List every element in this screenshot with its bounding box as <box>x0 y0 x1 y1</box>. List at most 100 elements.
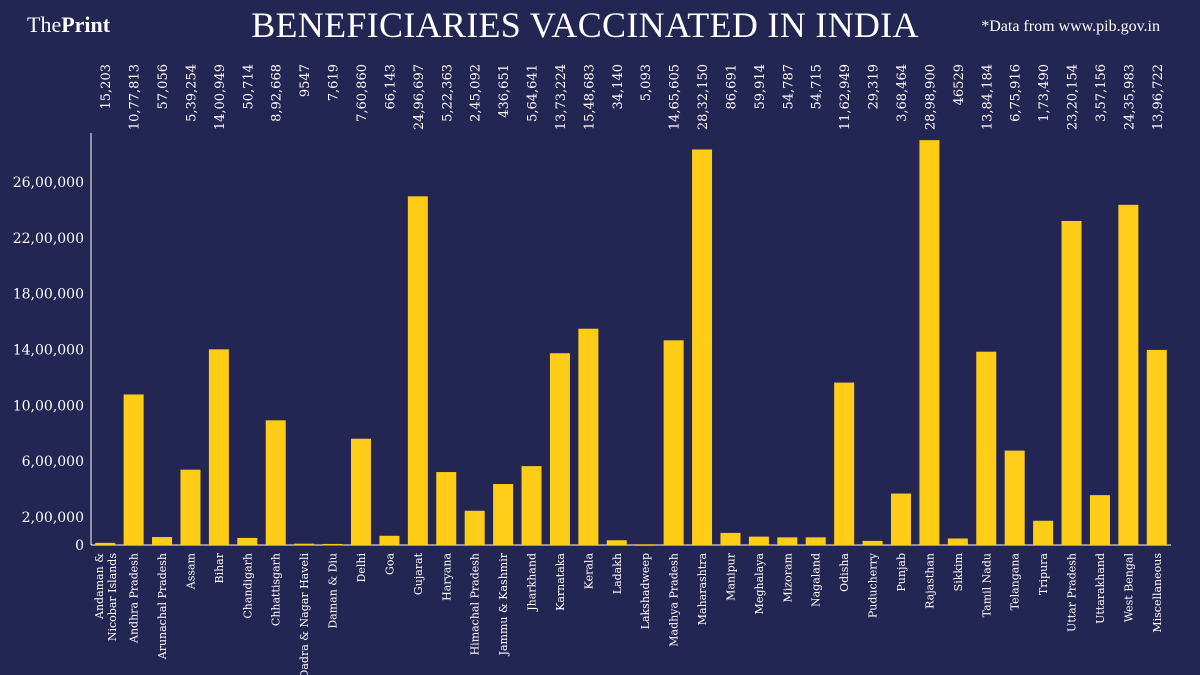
data-label: 46529 <box>952 64 967 105</box>
bar <box>265 420 286 545</box>
bar <box>692 149 713 546</box>
brand-logo: ThePrint <box>27 12 110 38</box>
brand-the: The <box>27 12 62 37</box>
data-label: 54,715 <box>810 64 825 110</box>
data-label: 5,39,254 <box>184 64 199 122</box>
bar <box>180 469 201 545</box>
x-tick-label: Mizoram <box>781 552 794 602</box>
x-tick-label: Assam <box>184 552 197 590</box>
data-label: 14,65,605 <box>668 64 683 130</box>
data-label: 28,98,900 <box>923 64 938 130</box>
data-label: 5,64,641 <box>526 64 541 122</box>
x-tick-label: Kerala <box>582 553 595 590</box>
bar <box>1033 520 1054 545</box>
chart-title: BENEFICIARIES VACCINATED IN INDIA <box>251 5 919 45</box>
data-label: 9547 <box>298 64 313 97</box>
x-tick-label: Uttarakhand <box>1094 553 1107 624</box>
x-tick-label: Chandigarh <box>241 553 254 619</box>
y-tick-label: 10,00,000 <box>13 398 84 414</box>
x-tick-label: Andhra Pradesh <box>128 553 141 644</box>
bar <box>95 542 116 545</box>
data-label: 7,619 <box>327 64 342 101</box>
bar <box>919 140 940 545</box>
x-tick-label: Tripura <box>1037 553 1050 595</box>
data-label: 34,140 <box>611 64 626 110</box>
bar <box>862 540 883 545</box>
bar <box>351 438 371 545</box>
x-tick-label: Arunachal Pradesh <box>156 553 169 660</box>
data-label: 86,691 <box>724 64 739 110</box>
x-tick-label: Goa <box>383 553 396 575</box>
data-label: 57,056 <box>156 64 171 110</box>
x-tick-label: Gujarat <box>412 552 425 595</box>
data-label: 10,77,813 <box>128 64 143 130</box>
bar <box>1146 349 1167 545</box>
x-tick-label: Lakshadweep <box>639 553 652 629</box>
data-label: 66,143 <box>383 64 398 110</box>
data-label: 13,96,722 <box>1151 64 1166 130</box>
data-label: 3,57,156 <box>1094 64 1109 122</box>
bar <box>549 353 570 545</box>
x-tick-label: Ladakh <box>611 553 624 594</box>
data-label: 8,92,668 <box>270 64 285 122</box>
x-tick-label: Tamil Nadu <box>980 553 993 617</box>
data-label: 2,45,092 <box>469 64 484 122</box>
source-note: *Data from www.pib.gov.in <box>981 18 1160 35</box>
bar <box>635 544 656 546</box>
bar <box>720 532 741 545</box>
data-label: 11,62,949 <box>838 64 853 130</box>
y-tick-label: 0 <box>75 538 84 554</box>
x-tick-label: Chhattisgarh <box>270 553 283 626</box>
bar <box>407 196 428 545</box>
x-tick-label: Miscellaneous <box>1151 553 1164 633</box>
data-label: 54,787 <box>781 64 796 110</box>
data-label: 13,84,184 <box>980 64 995 130</box>
x-tick-label: West Bengal <box>1122 553 1135 623</box>
bar <box>578 328 599 545</box>
bar <box>521 466 542 545</box>
x-tick-label: Meghalaya <box>753 553 766 615</box>
bar <box>1004 450 1025 545</box>
x-tick-label: Karnataka <box>554 553 567 611</box>
data-label: 24,35,983 <box>1122 64 1137 130</box>
y-tick-label: 26,00,000 <box>13 175 84 191</box>
bar <box>777 537 798 545</box>
y-tick-label: 22,00,000 <box>13 231 84 247</box>
data-label: 5,22,363 <box>440 64 455 122</box>
data-label: 28,32,150 <box>696 64 711 130</box>
x-tick-label: Uttar Pradesh <box>1066 553 1079 632</box>
bar <box>663 340 684 545</box>
x-tick-label: Puducherry <box>867 552 880 618</box>
data-label: 6,75,916 <box>1009 64 1024 122</box>
x-tick-label: Delhi <box>355 553 368 583</box>
bar <box>294 543 315 546</box>
y-tick-label: 14,00,000 <box>13 342 84 358</box>
bar <box>834 382 855 545</box>
bar <box>379 535 400 545</box>
x-tick-label: Himachal Pradesh <box>469 553 482 655</box>
x-tick-label: Andaman & <box>93 553 106 620</box>
data-label: 13,73,224 <box>554 64 569 130</box>
data-label: 5,093 <box>639 64 654 101</box>
x-tick-label: Bihar <box>213 552 226 583</box>
x-tick-label: Nagaland <box>810 553 823 607</box>
data-label: 23,20,154 <box>1066 64 1081 130</box>
data-label: 7,60,860 <box>355 64 370 122</box>
y-tick-label: 2,00,000 <box>22 510 84 526</box>
bar <box>436 472 457 545</box>
data-label: 24,96,697 <box>412 64 427 130</box>
x-tick-label: Maharashtra <box>696 553 709 626</box>
bar <box>152 537 173 545</box>
bar <box>1061 220 1082 545</box>
x-tick-label: Nicobar Islands <box>106 553 119 641</box>
bar <box>208 349 229 545</box>
data-label: 50,714 <box>241 64 256 110</box>
y-tick-label: 6,00,000 <box>22 454 84 470</box>
data-label: 15,203 <box>99 64 114 110</box>
data-label: 59,914 <box>753 64 768 110</box>
bar <box>947 538 968 545</box>
x-tick-label: Manipur <box>724 552 737 601</box>
bar <box>237 537 258 545</box>
